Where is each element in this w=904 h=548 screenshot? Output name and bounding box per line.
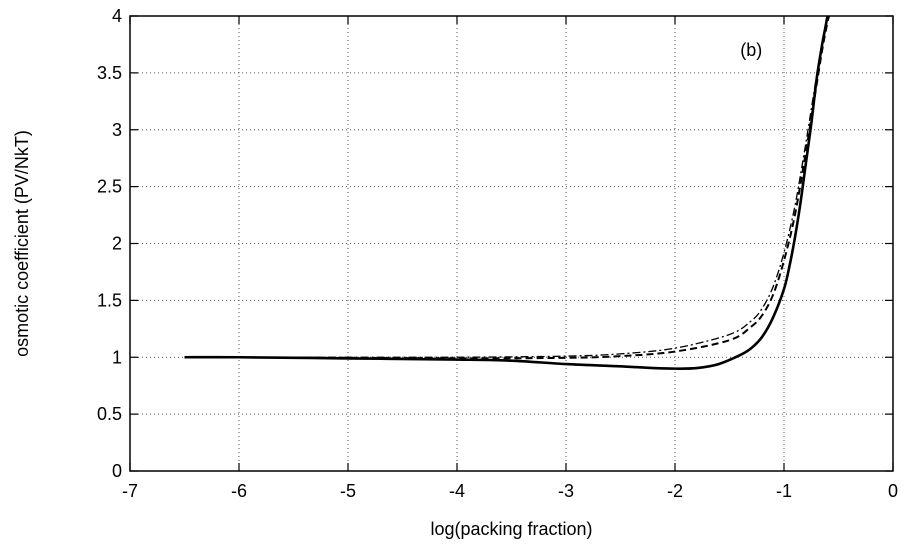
y-tick-label: 0.5 [97, 404, 122, 424]
series-line-dash-dot [184, 16, 829, 358]
series-line-solid [184, 16, 829, 370]
x-tick-label: -4 [449, 481, 465, 501]
y-tick-label: 4 [112, 6, 122, 26]
grid [130, 16, 893, 471]
x-tick-label: -3 [558, 481, 574, 501]
x-tick-label: -7 [122, 481, 138, 501]
x-axis-label: log(packing fraction) [430, 519, 592, 539]
axis-ticks: -7 -6 -5 -4 -3 -2 -1 0 0 0.5 1 1.5 2 2.5 3 3.5 4 [97, 6, 898, 501]
x-tick-label: -5 [340, 481, 356, 501]
y-tick-label: 3.5 [97, 63, 122, 83]
x-tick-label: -2 [667, 481, 683, 501]
y-tick-label: 2 [112, 234, 122, 254]
panel-label: (b) [740, 40, 762, 60]
y-tick-label: 3 [112, 120, 122, 140]
y-tick-label: 0 [112, 461, 122, 481]
series-line-dashed [184, 16, 831, 360]
y-tick-label: 1.5 [97, 290, 122, 310]
y-tick-label: 2.5 [97, 177, 122, 197]
x-tick-label: 0 [888, 481, 898, 501]
x-tick-label: -6 [231, 481, 247, 501]
series-group [184, 16, 831, 370]
x-tick-label: -1 [776, 481, 792, 501]
y-tick-label: 1 [112, 347, 122, 367]
y-axis-label: osmotic coefficient (PV/NkT) [12, 130, 32, 357]
